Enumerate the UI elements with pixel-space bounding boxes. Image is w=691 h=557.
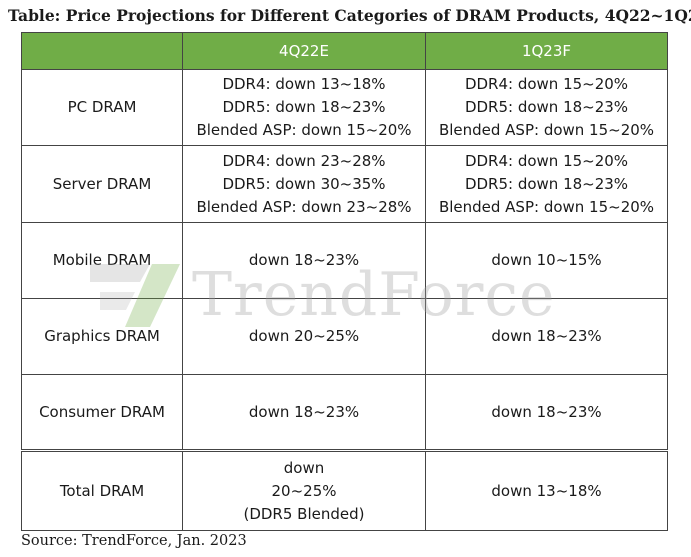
total-row: Total DRAM down 20~25% (DDR5 Blended) do… <box>21 449 668 531</box>
projection-cell: down 10~15% <box>425 222 668 299</box>
header-row: 4Q22E 1Q23F <box>21 32 668 70</box>
projection-cell: down 13~18% <box>425 449 668 531</box>
category-cell: Mobile DRAM <box>21 222 183 299</box>
category-cell: Consumer DRAM <box>21 374 183 451</box>
category-cell: PC DRAM <box>21 69 183 146</box>
projection-line: DDR5: down 18~23% <box>222 98 386 116</box>
projection-line: Blended ASP: down 15~20% <box>438 197 655 216</box>
projection-cell: down 20~25% (DDR5 Blended) <box>182 449 426 531</box>
projection-line: Blended ASP: down 15~20% <box>196 121 412 139</box>
table-row: Consumer DRAM down 18~23% down 18~23% <box>21 374 668 451</box>
projection-cell: DDR4: down 23~28% DDR5: down 30~35% Blen… <box>182 145 426 223</box>
table-row: Graphics DRAM down 20~25% down 18~23% <box>21 298 668 375</box>
source-note: Source: TrendForce, Jan. 2023 <box>21 533 247 549</box>
projection-line: Blended ASP: down 15~20% <box>438 121 655 139</box>
projection-line: 20~25% <box>271 481 337 500</box>
table-row: PC DRAM DDR4: down 13~18% DDR5: down 18~… <box>21 69 668 146</box>
category-cell: Total DRAM <box>21 449 183 531</box>
projection-cell: DDR4: down 13~18% DDR5: down 18~23% Blen… <box>182 69 426 146</box>
projection-line: DDR5: down 30~35% <box>222 174 386 193</box>
price-projection-table: 4Q22E 1Q23F PC DRAM DDR4: down 13~18% DD… <box>21 32 668 531</box>
projection-cell: DDR4: down 15~20% DDR5: down 18~23% Blen… <box>425 69 668 146</box>
projection-cell: down 18~23% <box>182 374 426 451</box>
projection-line: DDR5: down 18~23% <box>464 98 629 116</box>
projection-line: Blended ASP: down 23~28% <box>196 197 412 216</box>
projection-line: (DDR5 Blended) <box>243 504 365 523</box>
projection-cell: down 20~25% <box>182 298 426 375</box>
projection-line: down <box>283 458 325 477</box>
projection-cell: down 18~23% <box>182 222 426 299</box>
category-cell: Server DRAM <box>21 145 183 223</box>
projection-line: DDR4: down 15~20% <box>464 151 629 170</box>
category-cell: Graphics DRAM <box>21 298 183 375</box>
column-header-1q23f: 1Q23F <box>425 32 668 70</box>
projection-cell: DDR4: down 15~20% DDR5: down 18~23% Blen… <box>425 145 668 223</box>
header-corner-cell <box>21 32 183 70</box>
projection-cell: down 18~23% <box>425 298 668 375</box>
column-header-4q22e: 4Q22E <box>182 32 426 70</box>
projection-cell: down 18~23% <box>425 374 668 451</box>
projection-line: DDR4: down 15~20% <box>464 75 629 93</box>
table-row: Mobile DRAM down 18~23% down 10~15% <box>21 222 668 299</box>
table-title: Table: Price Projections for Different C… <box>8 6 691 25</box>
table-row: Server DRAM DDR4: down 23~28% DDR5: down… <box>21 145 668 223</box>
projection-line: DDR4: down 13~18% <box>222 75 386 93</box>
projection-line: DDR5: down 18~23% <box>464 174 629 193</box>
projection-line: DDR4: down 23~28% <box>222 151 386 170</box>
